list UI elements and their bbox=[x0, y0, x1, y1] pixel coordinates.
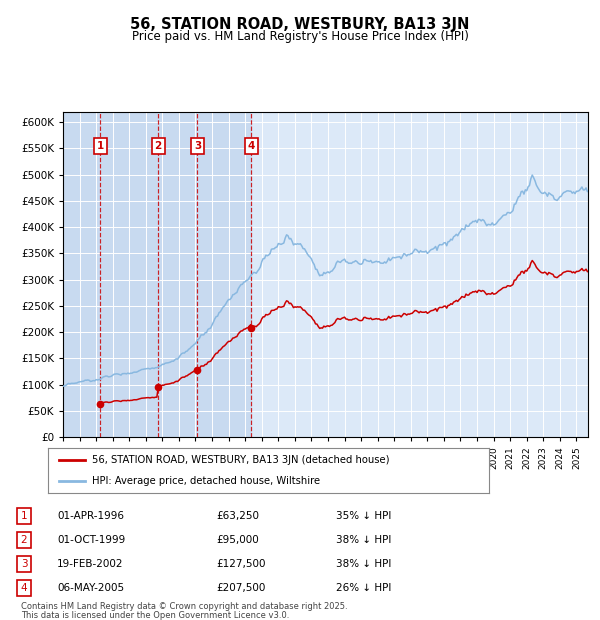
Text: £95,000: £95,000 bbox=[216, 535, 259, 545]
Bar bbox=[63, 112, 251, 437]
Text: 3: 3 bbox=[20, 559, 28, 569]
Text: 01-APR-1996: 01-APR-1996 bbox=[57, 511, 124, 521]
Text: £207,500: £207,500 bbox=[216, 583, 265, 593]
Text: 1: 1 bbox=[97, 141, 104, 151]
Text: 2: 2 bbox=[20, 535, 28, 545]
Text: 01-OCT-1999: 01-OCT-1999 bbox=[57, 535, 125, 545]
Text: 1: 1 bbox=[20, 511, 28, 521]
Text: Price paid vs. HM Land Registry's House Price Index (HPI): Price paid vs. HM Land Registry's House … bbox=[131, 30, 469, 43]
Text: 38% ↓ HPI: 38% ↓ HPI bbox=[336, 535, 391, 545]
Text: 3: 3 bbox=[194, 141, 201, 151]
Text: 56, STATION ROAD, WESTBURY, BA13 3JN: 56, STATION ROAD, WESTBURY, BA13 3JN bbox=[130, 17, 470, 32]
Text: 38% ↓ HPI: 38% ↓ HPI bbox=[336, 559, 391, 569]
Text: 35% ↓ HPI: 35% ↓ HPI bbox=[336, 511, 391, 521]
Text: £127,500: £127,500 bbox=[216, 559, 265, 569]
Text: This data is licensed under the Open Government Licence v3.0.: This data is licensed under the Open Gov… bbox=[21, 611, 289, 619]
Text: 19-FEB-2002: 19-FEB-2002 bbox=[57, 559, 124, 569]
Text: £63,250: £63,250 bbox=[216, 511, 259, 521]
Text: 26% ↓ HPI: 26% ↓ HPI bbox=[336, 583, 391, 593]
Text: 06-MAY-2005: 06-MAY-2005 bbox=[57, 583, 124, 593]
Text: 2: 2 bbox=[155, 141, 162, 151]
Text: 56, STATION ROAD, WESTBURY, BA13 3JN (detached house): 56, STATION ROAD, WESTBURY, BA13 3JN (de… bbox=[92, 455, 389, 465]
Text: 4: 4 bbox=[20, 583, 28, 593]
Text: Contains HM Land Registry data © Crown copyright and database right 2025.: Contains HM Land Registry data © Crown c… bbox=[21, 602, 347, 611]
Text: 4: 4 bbox=[248, 141, 255, 151]
Text: HPI: Average price, detached house, Wiltshire: HPI: Average price, detached house, Wilt… bbox=[92, 476, 320, 485]
